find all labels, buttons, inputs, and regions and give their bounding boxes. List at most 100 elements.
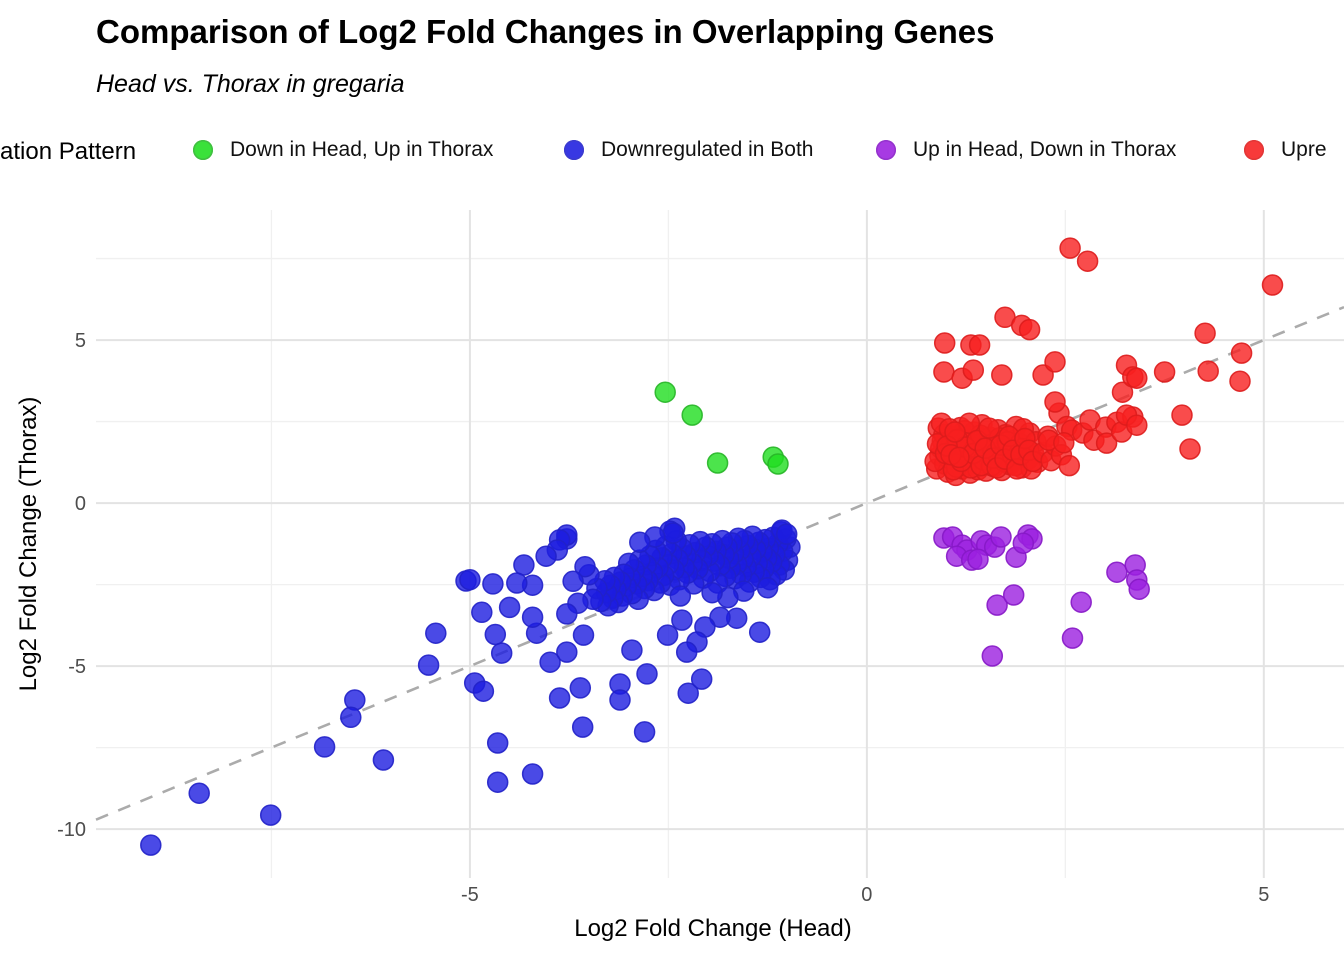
data-point xyxy=(562,570,584,593)
data-point xyxy=(709,606,731,628)
legend-item-upregulated-both: Upre xyxy=(1244,138,1327,162)
data-point xyxy=(677,682,699,704)
series-3 xyxy=(924,237,1284,487)
data-point xyxy=(521,606,544,628)
legend-item-down-head-up-thorax: Down in Head, Up in Thorax xyxy=(193,138,493,162)
data-point xyxy=(671,609,693,631)
data-point xyxy=(767,453,789,475)
data-point xyxy=(459,568,481,591)
data-point xyxy=(556,603,578,625)
legend-item-label: Downregulated in Both xyxy=(601,138,814,161)
data-point xyxy=(933,332,956,354)
data-point xyxy=(990,526,1012,548)
x-tick-label: 5 xyxy=(1258,884,1269,906)
y-tick-label: -5 xyxy=(68,656,86,678)
data-point xyxy=(775,523,798,545)
data-point xyxy=(572,624,595,646)
gridlines-major xyxy=(96,210,1344,878)
data-point xyxy=(962,359,985,381)
data-point xyxy=(259,804,282,826)
data-point xyxy=(1171,404,1193,426)
data-point xyxy=(1058,454,1081,477)
data-point xyxy=(1106,561,1128,583)
data-point xyxy=(675,641,698,663)
data-point xyxy=(621,639,643,661)
legend-item-label: Upre xyxy=(1281,138,1327,161)
data-point xyxy=(933,361,955,383)
data-point xyxy=(748,621,771,643)
data-point xyxy=(548,687,571,709)
data-point xyxy=(140,834,162,856)
green-dot-icon xyxy=(193,140,213,160)
data-point xyxy=(1012,532,1035,554)
data-point xyxy=(490,642,513,664)
data-point xyxy=(482,573,504,595)
data-point xyxy=(1070,591,1092,613)
data-point xyxy=(340,706,362,729)
data-point xyxy=(471,601,493,624)
data-point xyxy=(609,689,631,711)
data-point xyxy=(1044,391,1066,413)
data-point xyxy=(425,622,447,644)
data-point xyxy=(669,585,692,607)
data-point xyxy=(1153,361,1176,383)
chart-title: Comparison of Log2 Fold Changes in Overl… xyxy=(96,13,995,50)
data-point xyxy=(521,763,544,785)
data-point xyxy=(1126,414,1148,436)
data-point xyxy=(706,452,729,474)
legend-item-downregulated-both: Downregulated in Both xyxy=(564,138,813,162)
series-2 xyxy=(933,524,1150,667)
data-point xyxy=(967,548,989,570)
data-point xyxy=(636,663,658,685)
data-point xyxy=(1044,351,1066,373)
x-axis-title: Log2 Fold Change (Head) xyxy=(574,915,852,942)
data-point xyxy=(978,417,1000,439)
y-tick-label: 5 xyxy=(75,330,86,352)
data-point xyxy=(571,716,594,738)
data-point xyxy=(1197,360,1219,382)
data-point xyxy=(1018,318,1041,341)
data-point xyxy=(313,736,336,758)
y-tick-label: -10 xyxy=(57,819,86,841)
data-point xyxy=(498,596,521,619)
data-point xyxy=(1229,370,1251,392)
chart-subtitle: Head vs. Thorax in gregaria xyxy=(96,70,405,98)
data-point xyxy=(1002,584,1025,606)
y-axis-title: Log2 Fold Change (Thorax) xyxy=(15,396,42,692)
data-point xyxy=(654,381,676,403)
data-point xyxy=(1194,322,1216,344)
data-point xyxy=(556,641,578,663)
y-tick-label: 0 xyxy=(75,493,86,515)
data-point xyxy=(656,624,679,646)
data-point xyxy=(1179,438,1201,460)
data-point xyxy=(574,555,596,578)
red-dot-icon xyxy=(1244,140,1264,160)
data-point xyxy=(486,732,509,754)
data-point xyxy=(1053,432,1075,454)
data-point xyxy=(417,654,440,676)
data-point xyxy=(968,334,991,356)
data-point xyxy=(535,545,557,567)
data-point xyxy=(629,531,651,553)
data-point xyxy=(1261,274,1284,296)
data-point xyxy=(681,404,703,426)
data-point xyxy=(1230,342,1253,364)
legend-item-up-head-down-thorax: Up in Head, Down in Thorax xyxy=(876,138,1176,162)
data-point xyxy=(569,677,592,699)
data-point xyxy=(1128,578,1150,600)
data-point xyxy=(1126,367,1148,389)
legend-title: ation Pattern xyxy=(0,138,137,165)
x-tick-label: -5 xyxy=(461,884,479,906)
series-0 xyxy=(654,381,789,475)
blue-dot-icon xyxy=(564,140,584,160)
data-point xyxy=(486,771,509,793)
data-point xyxy=(484,623,507,646)
legend-item-label: Down in Head, Up in Thorax xyxy=(230,138,494,161)
data-point xyxy=(472,680,495,702)
data-point xyxy=(991,364,1013,386)
data-point xyxy=(1061,627,1084,649)
data-point xyxy=(372,749,395,771)
axis-tick-labels: 5 0 -5 -10 -5 0 5 xyxy=(57,330,1269,906)
